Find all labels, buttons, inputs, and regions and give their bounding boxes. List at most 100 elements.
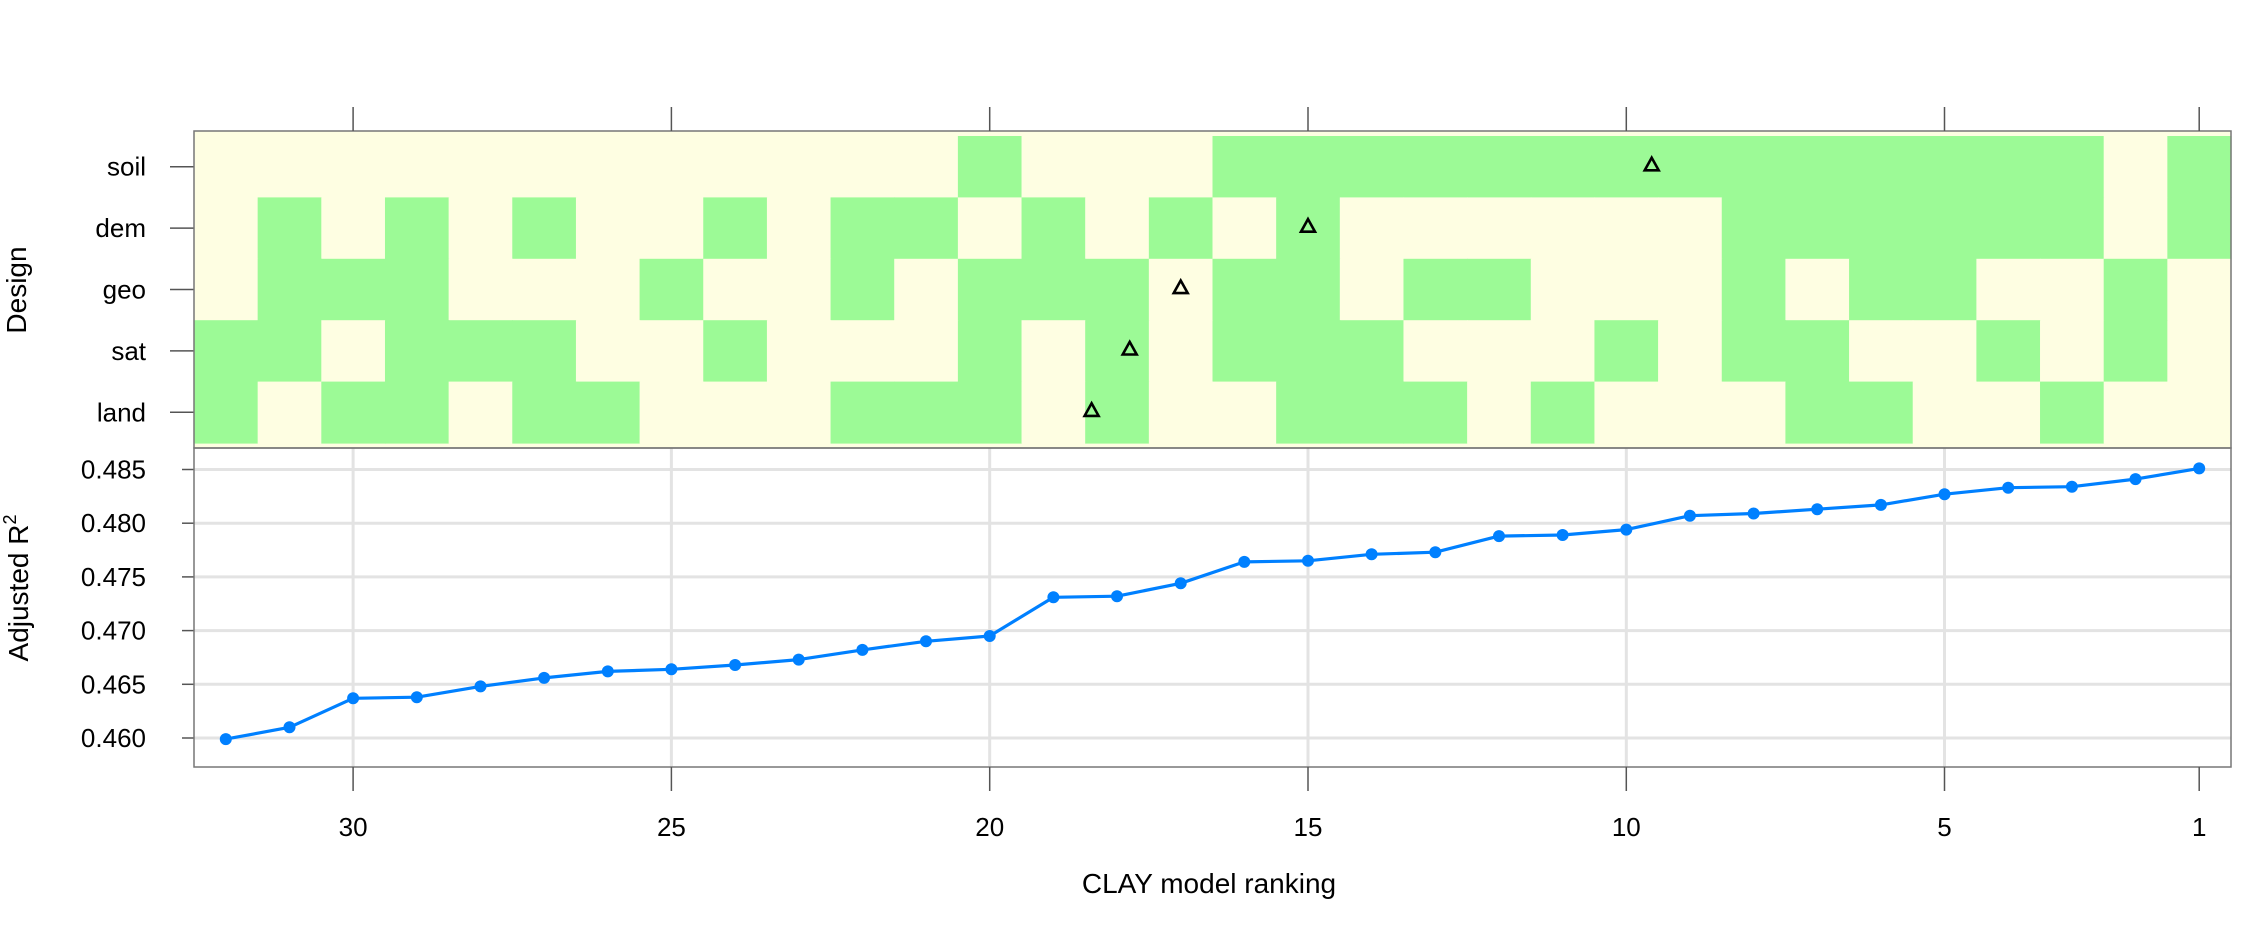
design-cell-sat-14 [1339, 320, 1405, 383]
design-row-label-sat: sat [111, 336, 146, 366]
design-cell-sat-24 [703, 320, 768, 383]
design-cell-dem-2 [2103, 197, 2168, 260]
design-cell-soil-9 [1658, 136, 1723, 198]
design-cell-geo-32 [194, 258, 259, 321]
r2-point-21 [920, 635, 932, 648]
design-cell-soil-18 [1085, 136, 1150, 198]
design-cell-soil-19 [1021, 136, 1086, 198]
design-cell-sat-29 [384, 320, 450, 383]
design-cell-land-8 [1721, 381, 1787, 444]
design-cell-sat-1 [2167, 320, 2232, 383]
design-cell-geo-22 [830, 258, 895, 321]
design-cell-geo-1 [2167, 258, 2232, 321]
design-cell-geo-14 [1339, 258, 1405, 321]
design-cell-geo-8 [1721, 258, 1787, 321]
design-cell-geo-13 [1403, 258, 1468, 321]
design-cell-land-14 [1339, 381, 1405, 444]
design-cell-soil-5 [1912, 136, 1977, 198]
design-cell-geo-16 [1212, 258, 1277, 321]
design-cell-geo-29 [384, 258, 450, 321]
design-cell-sat-16 [1212, 320, 1277, 383]
design-cell-soil-13 [1403, 136, 1468, 198]
design-cell-sat-32 [194, 320, 259, 383]
x-tick-label-4: 10 [1612, 812, 1641, 842]
r2-point-13 [1429, 546, 1442, 559]
design-cell-sat-17 [1148, 320, 1214, 383]
r2-point-11 [1556, 529, 1569, 541]
design-cell-sat-31 [257, 320, 322, 383]
design-cell-soil-32 [194, 136, 259, 198]
design-cell-land-11 [1530, 381, 1596, 444]
design-cell-dem-9 [1658, 197, 1723, 260]
design-cell-sat-27 [512, 320, 577, 383]
design-cell-dem-12 [1467, 197, 1532, 260]
design-cell-dem-8 [1721, 197, 1787, 260]
design-cell-geo-3 [2040, 258, 2105, 321]
design-cell-soil-27 [512, 136, 577, 198]
design-row-label-soil: soil [107, 152, 146, 182]
design-cell-geo-15 [1276, 258, 1341, 321]
r2-point-23 [792, 653, 805, 666]
design-cell-soil-3 [2040, 136, 2105, 198]
design-cell-dem-31 [257, 197, 322, 260]
design-cell-land-21 [894, 381, 959, 444]
design-cell-soil-25 [639, 136, 704, 198]
r2-point-31 [283, 721, 296, 734]
design-cell-soil-29 [384, 136, 450, 198]
design-cell-land-17 [1148, 381, 1214, 444]
design-cell-land-10 [1594, 381, 1659, 444]
design-cell-land-5 [1912, 381, 1977, 444]
r2-axis-title-main: Adjusted R [3, 525, 34, 662]
design-cell-sat-10 [1594, 320, 1659, 383]
design-cell-sat-11 [1530, 320, 1596, 383]
r2-ytick-label-0: 0.460 [81, 723, 146, 753]
design-cell-dem-19 [1021, 197, 1086, 260]
design-cell-geo-5 [1912, 258, 1977, 321]
design-cell-geo-24 [703, 258, 768, 321]
design-cell-soil-30 [321, 136, 386, 198]
r2-ytick-label-4: 0.480 [81, 508, 146, 538]
r2-point-6 [1874, 498, 1887, 511]
design-cell-dem-23 [766, 197, 832, 260]
r2-ytick-label-5: 0.485 [81, 455, 146, 485]
design-cell-dem-29 [384, 197, 450, 260]
design-cell-land-16 [1212, 381, 1277, 444]
r2-series-line [225, 466, 2200, 741]
design-cell-geo-30 [321, 258, 386, 321]
design-axis-title: Design [1, 246, 32, 333]
design-cell-soil-21 [894, 136, 959, 198]
design-cell-dem-7 [1785, 197, 1850, 260]
r2-point-27 [538, 671, 551, 684]
design-cell-soil-10 [1594, 136, 1659, 198]
design-cell-land-23 [766, 381, 832, 444]
x-tick-label-6: 1 [2192, 812, 2206, 842]
design-cell-soil-8 [1721, 136, 1787, 198]
design-cell-land-25 [639, 381, 704, 444]
design-cell-sat-22 [830, 320, 895, 383]
design-cell-geo-25 [639, 258, 704, 321]
r2-point-16 [1238, 555, 1251, 568]
design-cell-dem-26 [575, 197, 641, 260]
r2-point-22 [856, 643, 869, 656]
r2-point-8 [1747, 507, 1760, 520]
design-cell-dem-24 [703, 197, 768, 260]
design-cell-soil-31 [257, 136, 322, 198]
design-cell-dem-22 [830, 197, 895, 260]
design-cell-dem-21 [894, 197, 959, 260]
design-cell-dem-30 [321, 197, 386, 260]
design-marker-soil [1642, 155, 1661, 172]
design-cell-dem-17 [1148, 197, 1214, 260]
r2-point-15 [1302, 554, 1314, 567]
design-cell-soil-12 [1467, 136, 1532, 198]
x-tick-label-0: 30 [339, 812, 368, 842]
design-cell-land-13 [1403, 381, 1468, 444]
design-cell-soil-11 [1530, 136, 1596, 198]
r2-point-18 [1111, 590, 1123, 603]
design-cell-land-15 [1276, 381, 1341, 444]
design-cell-soil-22 [830, 136, 895, 198]
axes-layer: 30 25 20 15 10 5 1 [193, 107, 2232, 842]
r2-point-28 [474, 680, 487, 693]
x-tick-label-5: 5 [1937, 812, 1951, 842]
design-cell-geo-7 [1785, 258, 1850, 321]
